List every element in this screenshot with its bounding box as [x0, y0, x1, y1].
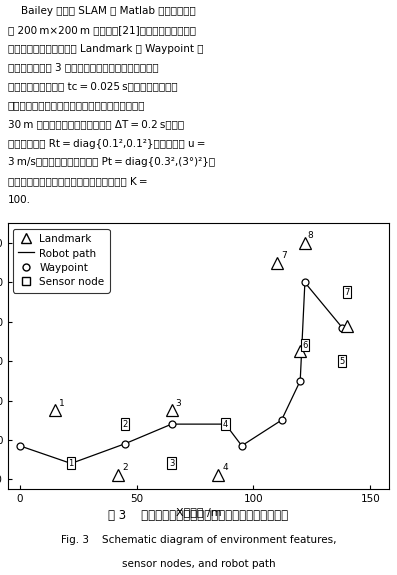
Text: 2: 2 [122, 420, 127, 428]
Text: 3: 3 [169, 459, 174, 468]
Text: 方向朝右；控制周期 tc = 0.025 s；机器人能够得到: 方向朝右；控制周期 tc = 0.025 s；机器人能够得到 [8, 82, 177, 91]
Text: 4: 4 [223, 420, 228, 428]
Text: 3 m/s，运动噪声的协方差为 Pt = diag{0.3²,(3°)²}，: 3 m/s，运动噪声的协方差为 Pt = diag{0.3²,(3°)²}， [8, 158, 215, 167]
Text: 改动：在地图中随机添加 Landmark 和 Waypoint 数: 改动：在地图中随机添加 Landmark 和 Waypoint 数 [8, 44, 203, 53]
Text: 2: 2 [122, 463, 127, 473]
Text: 3: 3 [176, 398, 181, 408]
Text: sensor nodes, and robot path: sensor nodes, and robot path [122, 558, 275, 569]
Text: 图 3    环境特征、传感器节点和机器人运行路径示意图: 图 3 环境特征、传感器节点和机器人运行路径示意图 [108, 509, 289, 522]
Text: Bailey 提供了 SLAM 的 Matlab 仿真程序和一: Bailey 提供了 SLAM 的 Matlab 仿真程序和一 [8, 6, 196, 16]
Text: 1: 1 [68, 459, 74, 468]
Text: 5: 5 [340, 356, 345, 366]
Text: 噪声的协方差 Rt = diag{0.1²,0.1²}，运动速率 u =: 噪声的协方差 Rt = diag{0.1²,0.1²}，运动速率 u = [8, 139, 205, 148]
Text: 30 m 的半球区域，观测采样周期 ΔT = 0.2 s，观测: 30 m 的半球区域，观测采样周期 ΔT = 0.2 s，观测 [8, 120, 184, 129]
Text: 7: 7 [281, 251, 287, 260]
Text: 100.: 100. [8, 196, 31, 205]
Text: 6: 6 [302, 341, 308, 350]
Text: 8: 8 [308, 231, 313, 240]
Legend: Landmark, Robot path, Waypoint, Sensor node: Landmark, Robot path, Waypoint, Sensor n… [13, 229, 110, 293]
Text: Fig. 3    Schematic diagram of environment features,: Fig. 3 Schematic diagram of environment … [61, 535, 336, 545]
Text: 实验中所用到粒子滤波的采样粒子数均取为 K =: 实验中所用到粒子滤波的采样粒子数均取为 K = [8, 177, 148, 186]
Text: 4: 4 [223, 463, 228, 473]
Text: 距离和方位的观测信息，观测范围为其前方半径为: 距离和方位的观测信息，观测范围为其前方半径为 [8, 101, 145, 110]
Text: 据，其位置如图 3 所示；机器人初始位置在原点处、: 据，其位置如图 3 所示；机器人初始位置在原点处、 [8, 63, 158, 72]
Text: 7: 7 [344, 288, 350, 297]
Text: 1: 1 [59, 398, 65, 408]
Text: 个 200 m×200 m 的数据集[21]，在此基础上做如下: 个 200 m×200 m 的数据集[21]，在此基础上做如下 [8, 25, 196, 34]
X-axis label: X轴长度 /m: X轴长度 /m [176, 507, 221, 517]
